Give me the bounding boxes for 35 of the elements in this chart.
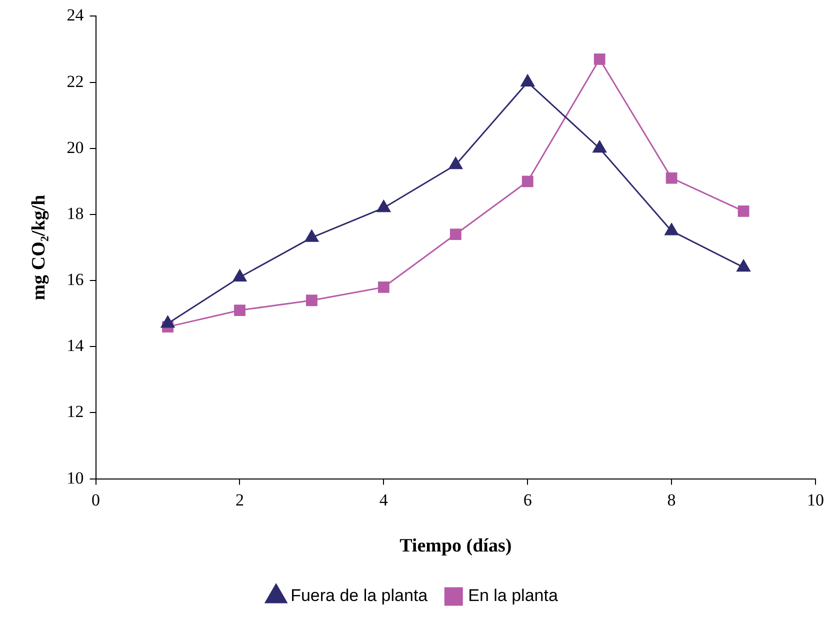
- y-tick-label: 24: [66, 6, 84, 25]
- point: [664, 223, 678, 236]
- point: [378, 281, 390, 293]
- point: [160, 316, 175, 328]
- y-tick-label: 12: [66, 402, 84, 422]
- point: [522, 176, 534, 188]
- x-tick-label: 4: [379, 490, 388, 510]
- point: [232, 269, 247, 282]
- point: [592, 140, 606, 153]
- point: [736, 260, 750, 272]
- y-tick-label: 10: [66, 468, 84, 488]
- y-tick-label: 16: [66, 270, 84, 290]
- point: [304, 230, 319, 242]
- point: [520, 74, 534, 87]
- point: [306, 294, 318, 306]
- point: [376, 200, 390, 212]
- y-tick-label: 18: [66, 204, 84, 223]
- point: [450, 228, 462, 240]
- x-axis-title: Tiempo (días): [400, 536, 512, 557]
- point: [448, 157, 462, 170]
- x-tick-label: 6: [523, 490, 532, 510]
- x-tick-label: 0: [92, 490, 100, 510]
- point: [666, 172, 678, 184]
- legend-label: En la planta: [468, 586, 558, 606]
- x-tick-label: 2: [235, 490, 244, 510]
- y-axis-title: mg CO₂/kg/h: [28, 194, 50, 300]
- y-tick-label: 20: [66, 138, 84, 157]
- point: [738, 205, 750, 217]
- y-tick-label: 14: [66, 336, 84, 356]
- point: [234, 304, 246, 316]
- point: [594, 53, 606, 65]
- x-tick-label: 8: [667, 490, 676, 510]
- legend-label: Fuera de la planta: [290, 586, 428, 606]
- x-tick-label: 10: [807, 490, 824, 510]
- y-tick-label: 22: [66, 72, 84, 91]
